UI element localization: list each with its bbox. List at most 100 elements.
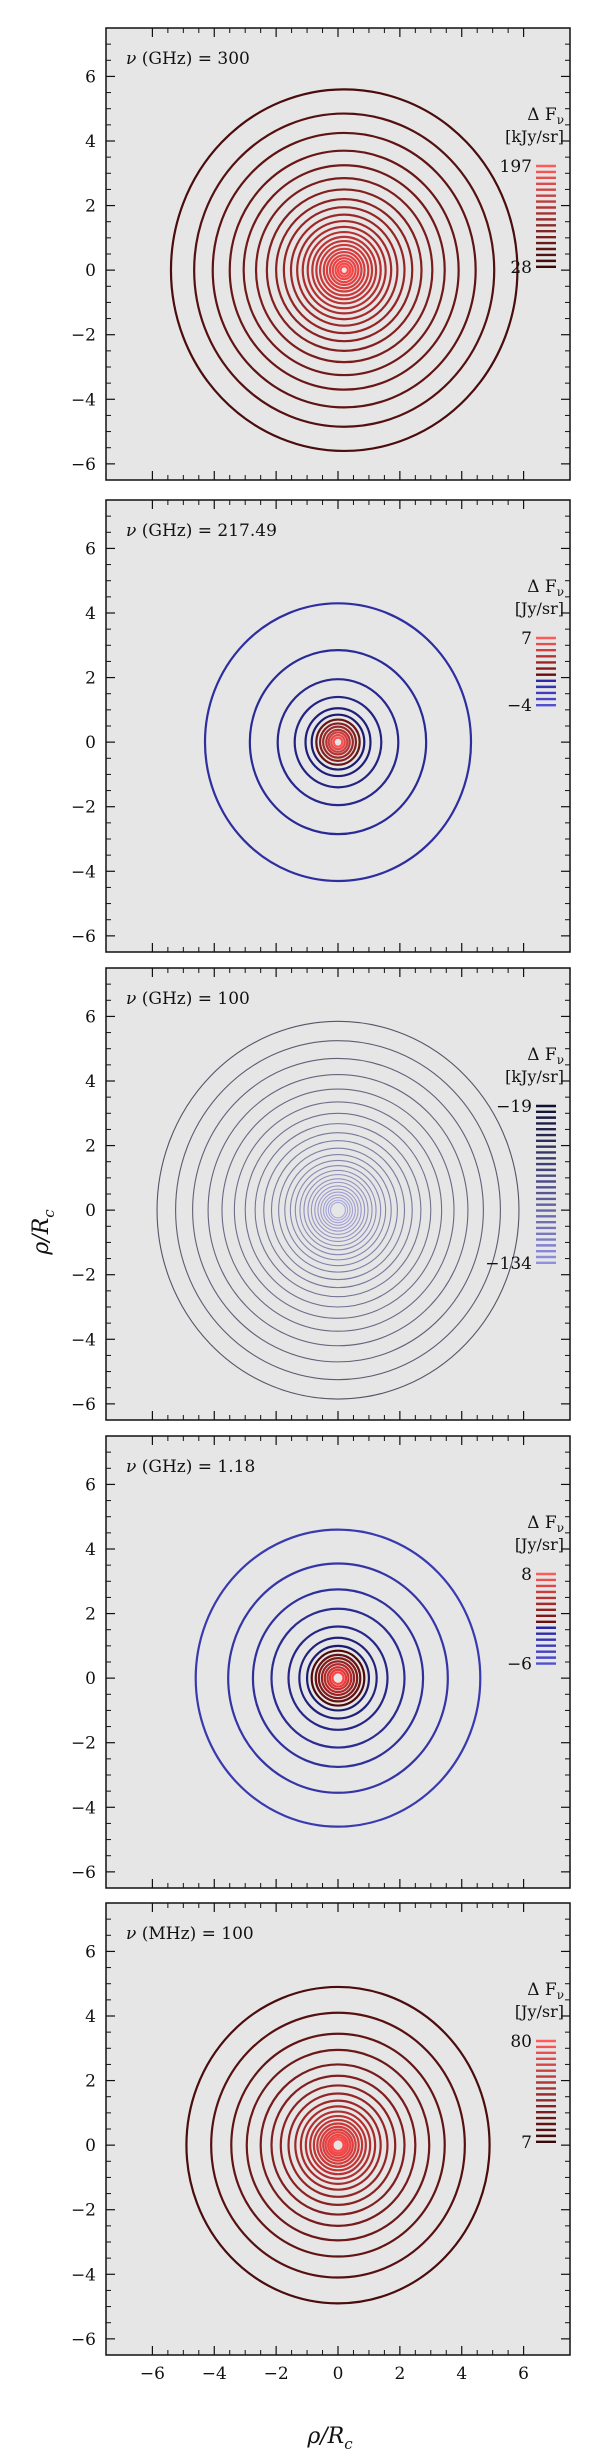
panel-title-value: = 100 — [202, 1924, 254, 1944]
y-tick-label: 2 — [85, 669, 96, 689]
y-tick-label: 0 — [85, 261, 96, 281]
y-tick-label: −6 — [71, 1863, 96, 1883]
y-tick-label: −6 — [71, 455, 96, 475]
legend-title: Δ Fν — [527, 1513, 564, 1535]
legend-title-sub: ν — [557, 1053, 564, 1067]
y-axis-label: ρ/Rc — [29, 1209, 58, 1256]
legend-title-main: Δ F — [527, 105, 557, 125]
contour-line — [322, 1194, 354, 1226]
legend-title: Δ Fν — [527, 577, 564, 599]
contour-lines — [156, 1020, 520, 1400]
legend-title-main: Δ F — [527, 1513, 557, 1533]
y-tick-label: −4 — [71, 2265, 96, 2285]
contour-line — [270, 2074, 406, 2216]
panel-title-symbol: ν — [126, 989, 142, 1009]
contour-line — [254, 177, 434, 364]
contour-lines — [185, 1985, 491, 2305]
contour-lines — [203, 602, 473, 883]
y-tick-label: −6 — [71, 2330, 96, 2350]
x-axis-label-main: ρ/R — [306, 2424, 344, 2449]
contour-line — [265, 188, 423, 352]
contour-line — [322, 247, 366, 293]
contour-line — [282, 206, 406, 335]
contour-line — [305, 1644, 371, 1712]
legend-max-label: 7 — [521, 629, 532, 649]
contour-line — [303, 1174, 373, 1247]
contour-line — [331, 2138, 345, 2153]
contour-line — [293, 695, 383, 789]
contour-line — [327, 731, 349, 753]
contour-line — [317, 1188, 359, 1232]
contour-line — [325, 250, 363, 290]
plot-area — [106, 968, 570, 1420]
panel-title: ν (GHz) = 217.49 — [126, 521, 277, 541]
contour-line — [230, 2032, 446, 2258]
panel-title-symbol: ν — [126, 1924, 142, 1944]
contour-line — [242, 164, 446, 377]
contour-line — [248, 649, 428, 836]
contour-line — [275, 198, 414, 343]
contour-line — [298, 1636, 378, 1720]
y-tick-label: −2 — [71, 2201, 96, 2221]
legend-max-label: −19 — [496, 1097, 532, 1117]
panel-title-unit: (GHz) — [142, 989, 198, 1009]
contour-line — [294, 1165, 382, 1256]
y-tick-label: 2 — [85, 197, 96, 217]
contour-line — [287, 1625, 389, 1731]
panel-title-symbol: ν — [126, 1457, 142, 1477]
x-tick-label: −4 — [202, 2364, 227, 2384]
y-tick-label: 6 — [85, 67, 96, 87]
y-tick-label: 2 — [85, 2072, 96, 2092]
contour-line — [330, 1201, 346, 1219]
x-tick-label: −2 — [264, 2364, 289, 2384]
y-tick-label: −4 — [71, 862, 96, 882]
panel-title-unit: (MHz) — [142, 1924, 202, 1944]
contour-line — [251, 1588, 425, 1769]
contour-line — [309, 2114, 367, 2176]
legend-unit: [Jy/sr] — [515, 2002, 564, 2021]
x-tick-label: 2 — [394, 2364, 405, 2384]
y-tick-label: 0 — [85, 2136, 96, 2156]
y-tick-label: 6 — [85, 1007, 96, 1027]
panel-title-value: = 217.49 — [198, 521, 277, 541]
legend-title-sub: ν — [557, 113, 564, 127]
contour-line — [211, 131, 477, 409]
contour-line — [221, 1088, 455, 1332]
contour-line — [228, 149, 460, 391]
contour-line — [299, 1169, 377, 1251]
contour-line — [331, 257, 357, 284]
contour-line — [227, 1562, 449, 1794]
y-tick-label: 0 — [85, 733, 96, 753]
y-tick-label: 2 — [85, 1605, 96, 1625]
panel-title: ν (GHz) = 300 — [126, 49, 250, 69]
contour-line — [326, 1666, 350, 1691]
contour-line — [307, 1178, 369, 1243]
y-tick-label: 4 — [85, 604, 96, 624]
contour-line — [244, 1112, 432, 1308]
contour-line — [233, 1101, 443, 1319]
y-tick-label: −2 — [71, 798, 96, 818]
contour-line — [185, 1985, 491, 2305]
contour-line — [325, 728, 351, 756]
contour-lines — [194, 1528, 482, 1828]
y-axis-label-main: ρ/R — [29, 1218, 54, 1256]
contour-line — [289, 1159, 387, 1261]
y-tick-label: 4 — [85, 1540, 96, 1560]
y-tick-label: −6 — [71, 927, 96, 947]
y-tick-label: 4 — [85, 2007, 96, 2027]
legend-unit: [kJy/sr] — [505, 127, 564, 146]
y-tick-label: −2 — [71, 326, 96, 346]
contour-line — [175, 1040, 501, 1381]
contour-line — [328, 1668, 348, 1688]
x-tick-label: −6 — [140, 2364, 165, 2384]
contour-line — [193, 112, 496, 428]
contour-line — [194, 1528, 482, 1828]
contour-line — [156, 1020, 520, 1400]
contour-line — [319, 2125, 357, 2165]
legend-max-label: 8 — [521, 1565, 532, 1585]
legend-title-sub: ν — [557, 1521, 564, 1535]
y-tick-label: −2 — [71, 1734, 96, 1754]
